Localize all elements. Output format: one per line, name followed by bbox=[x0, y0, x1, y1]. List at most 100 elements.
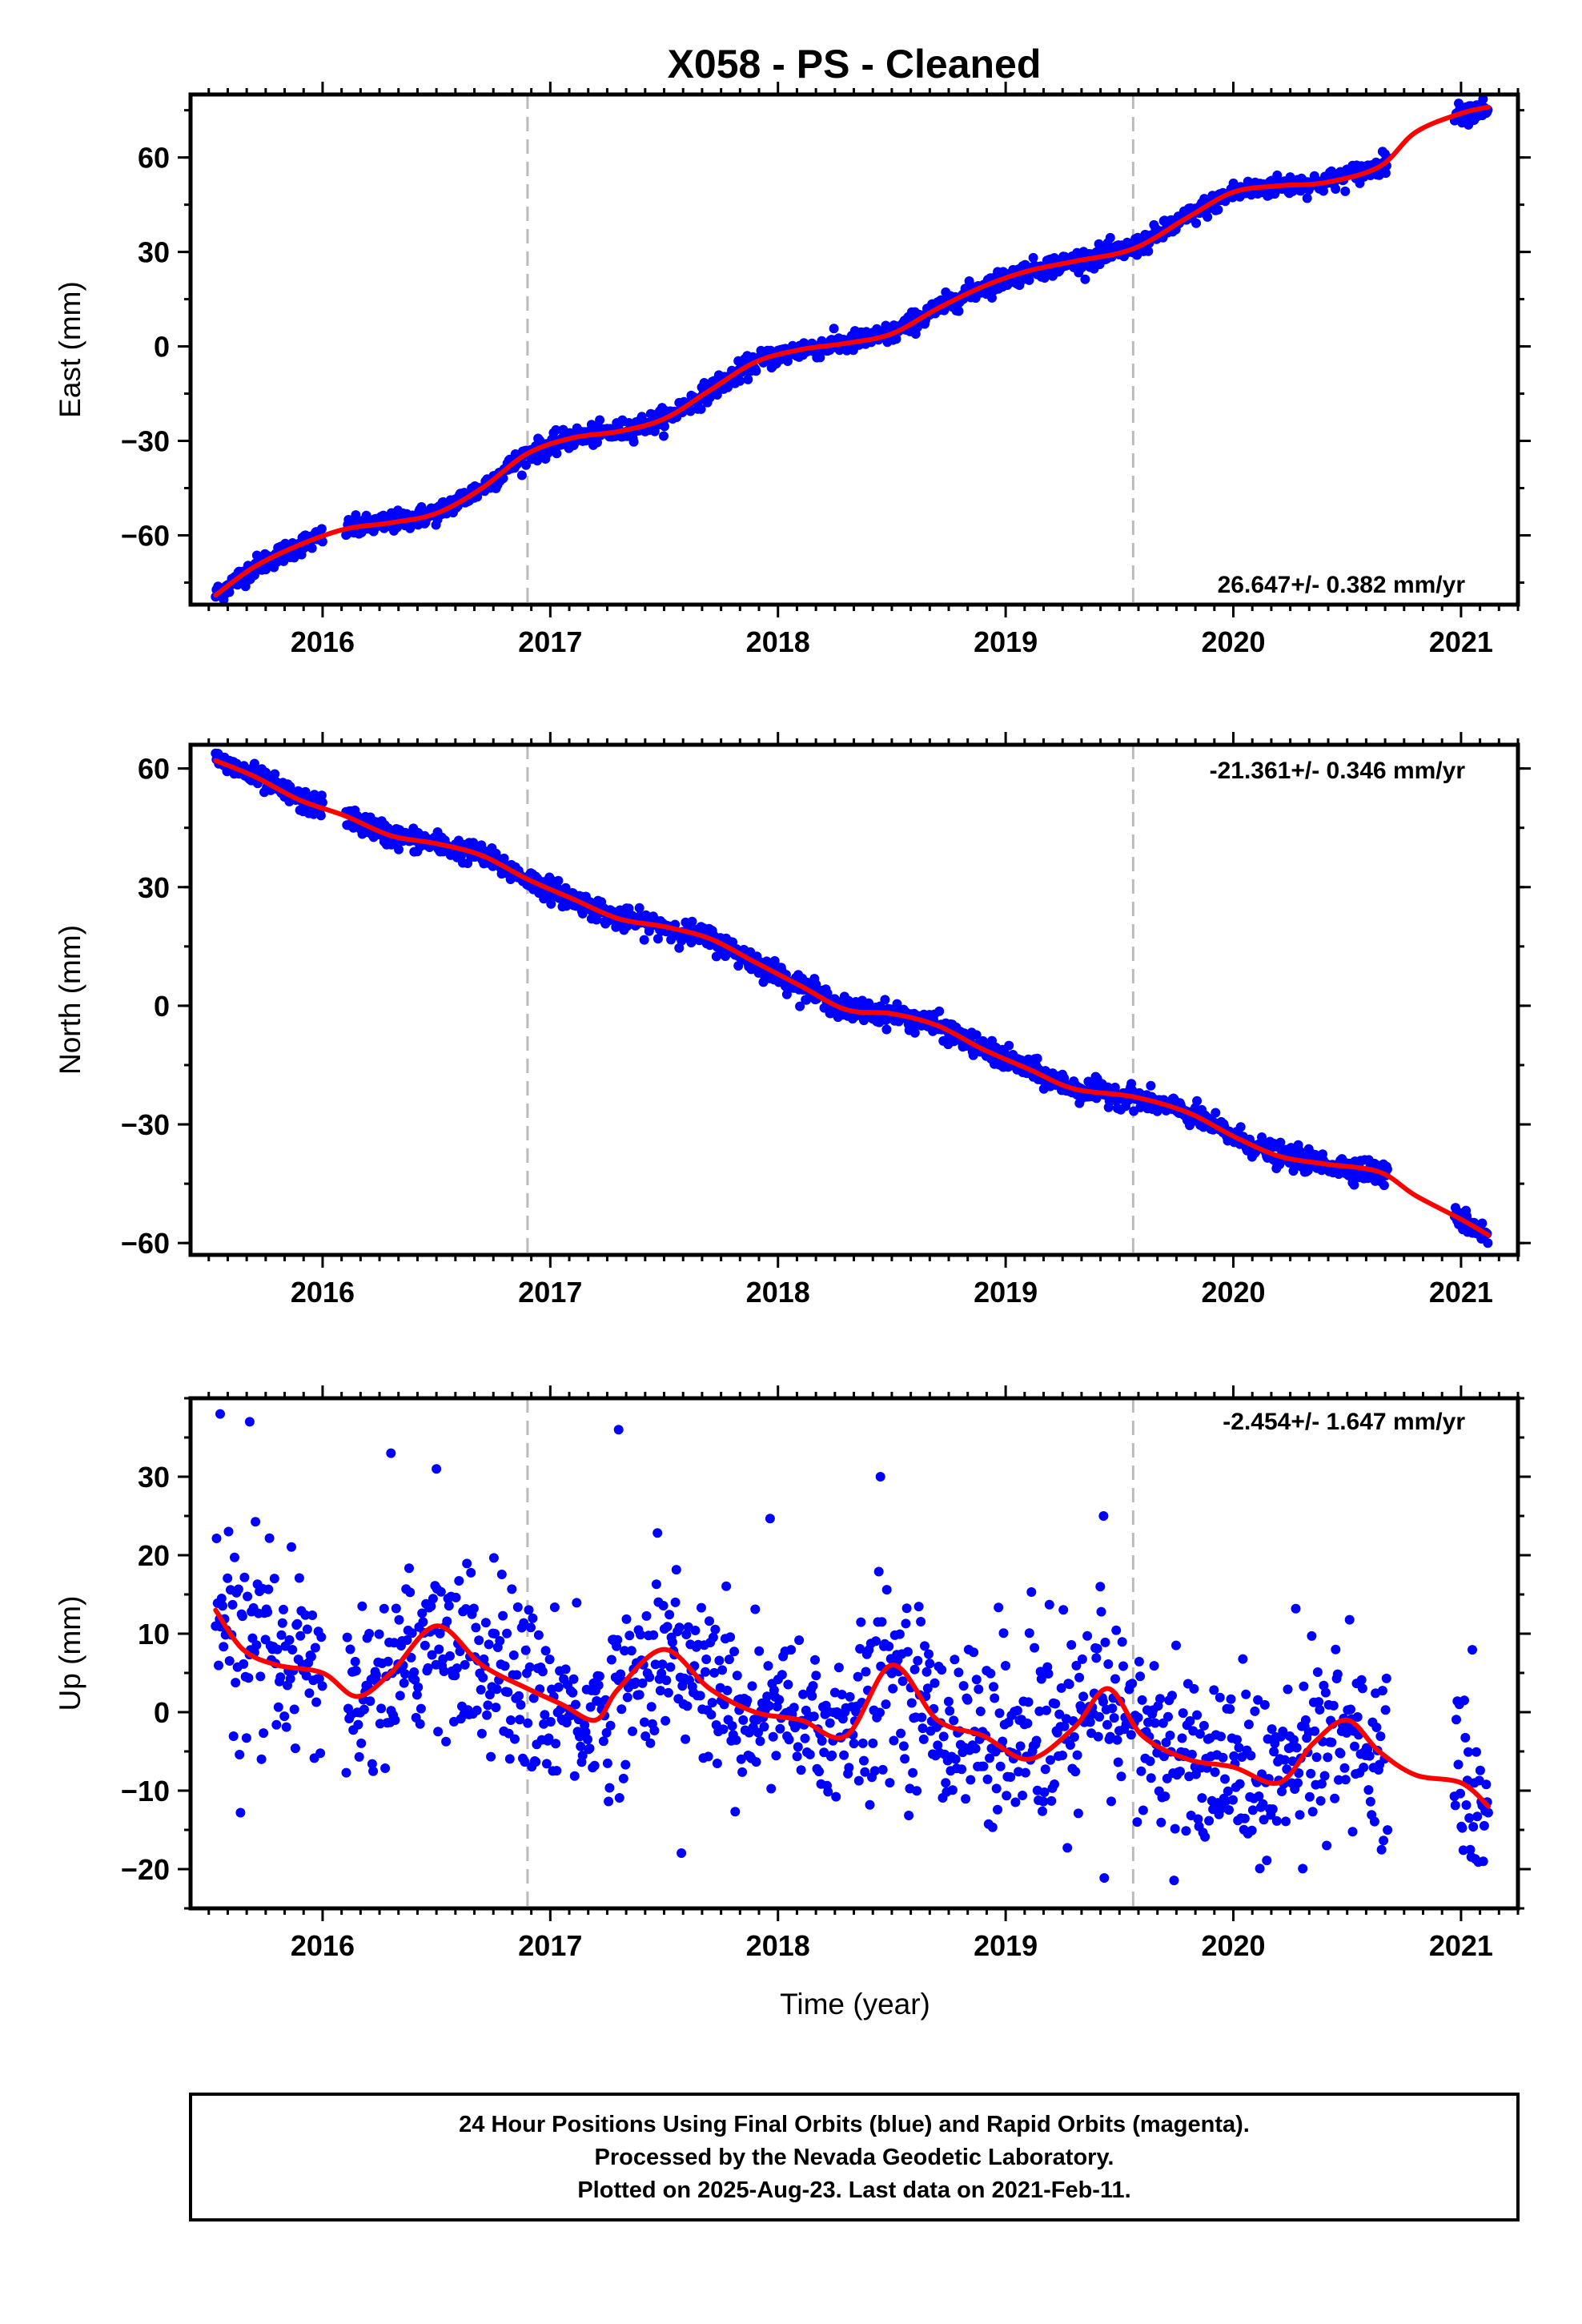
up-data-point bbox=[877, 1617, 887, 1627]
north-data-point bbox=[1032, 1053, 1042, 1063]
up-data-point bbox=[271, 1719, 282, 1730]
up-data-point bbox=[1146, 1773, 1156, 1783]
up-x-tick-label: 2020 bbox=[1201, 1929, 1265, 1962]
north-data-point bbox=[687, 916, 697, 927]
up-data-point bbox=[670, 1597, 681, 1607]
up-data-point bbox=[374, 1629, 384, 1639]
up-data-point bbox=[995, 1761, 1006, 1771]
up-data-point bbox=[1241, 1689, 1251, 1699]
up-data-point bbox=[998, 1628, 1009, 1638]
up-data-point bbox=[1357, 1683, 1367, 1694]
up-data-point bbox=[941, 1778, 951, 1788]
up-data-point bbox=[1381, 1673, 1391, 1683]
up-data-point bbox=[616, 1704, 627, 1715]
east-x-tick-label: 2019 bbox=[974, 625, 1038, 658]
up-data-point bbox=[1267, 1724, 1277, 1735]
up-data-point bbox=[528, 1613, 538, 1623]
up-data-point bbox=[510, 1734, 520, 1744]
up-data-point bbox=[1314, 1697, 1324, 1707]
east-x-tick-label: 2021 bbox=[1429, 625, 1493, 658]
up-data-point bbox=[1046, 1795, 1057, 1806]
up-data-point bbox=[427, 1650, 437, 1660]
up-data-point bbox=[1077, 1654, 1087, 1664]
east-x-tick-label: 2020 bbox=[1201, 625, 1265, 658]
up-data-point bbox=[354, 1751, 364, 1762]
up-data-point bbox=[766, 1783, 777, 1794]
up-data-point bbox=[228, 1731, 239, 1741]
up-data-point bbox=[1135, 1671, 1146, 1682]
up-data-point bbox=[383, 1656, 393, 1667]
up-data-point bbox=[794, 1635, 805, 1646]
north-data-point bbox=[639, 935, 649, 945]
up-data-point bbox=[243, 1591, 253, 1602]
up-data-point bbox=[541, 1759, 552, 1769]
up-data-point bbox=[958, 1681, 969, 1691]
up-data-point bbox=[1035, 1667, 1046, 1677]
up-data-point bbox=[1474, 1775, 1484, 1786]
up-data-point bbox=[531, 1757, 541, 1767]
up-data-point bbox=[317, 1681, 327, 1691]
up-data-point bbox=[1133, 1712, 1143, 1723]
north-data-point bbox=[1382, 1164, 1392, 1174]
east-data-point bbox=[307, 543, 317, 553]
up-data-point bbox=[589, 1760, 600, 1771]
up-data-point bbox=[1359, 1763, 1369, 1772]
up-data-point bbox=[1134, 1656, 1144, 1667]
up-data-point bbox=[272, 1644, 283, 1655]
up-data-point bbox=[1323, 1752, 1333, 1763]
up-data-point bbox=[690, 1626, 701, 1635]
up-data-point bbox=[762, 1691, 773, 1702]
up-data-point bbox=[913, 1602, 924, 1612]
east-x-tick-label: 2018 bbox=[746, 625, 810, 658]
up-data-point bbox=[491, 1703, 501, 1713]
up-data-point bbox=[551, 1739, 561, 1749]
up-data-point bbox=[287, 1645, 298, 1655]
up-data-point bbox=[1458, 1845, 1468, 1856]
up-data-point bbox=[351, 1666, 361, 1676]
up-data-point bbox=[1193, 1814, 1203, 1824]
north-data-point bbox=[909, 1027, 920, 1038]
up-data-point bbox=[1267, 1804, 1278, 1815]
up-data-point bbox=[281, 1722, 291, 1732]
up-data-point bbox=[869, 1766, 880, 1776]
up-data-point bbox=[1210, 1767, 1220, 1777]
up-data-point bbox=[1282, 1764, 1292, 1775]
up-data-point bbox=[1103, 1659, 1114, 1669]
up-data-point bbox=[264, 1533, 275, 1543]
up-data-point bbox=[873, 1566, 884, 1577]
up-data-point bbox=[729, 1647, 740, 1657]
north-data-point bbox=[822, 988, 833, 999]
up-data-point bbox=[717, 1665, 728, 1675]
footer-line-1: 24 Hour Positions Using Final Orbits (bl… bbox=[459, 2112, 1250, 2137]
up-data-point bbox=[307, 1610, 318, 1620]
up-data-point bbox=[402, 1635, 412, 1645]
up-data-point bbox=[230, 1552, 239, 1562]
up-data-point bbox=[540, 1710, 550, 1720]
up-data-point bbox=[259, 1728, 269, 1739]
up-data-point bbox=[737, 1767, 748, 1777]
up-data-point bbox=[845, 1691, 855, 1702]
up-data-point bbox=[605, 1720, 616, 1731]
north-data-point bbox=[652, 934, 663, 944]
up-data-point bbox=[224, 1656, 235, 1666]
up-data-point bbox=[925, 1659, 935, 1669]
up-y-tick-label: 0 bbox=[154, 1696, 170, 1729]
up-data-point bbox=[674, 1622, 685, 1633]
east-data-point bbox=[829, 324, 839, 334]
up-data-point bbox=[1369, 1816, 1379, 1827]
north-data-point bbox=[315, 810, 326, 821]
up-data-point bbox=[1307, 1807, 1318, 1817]
east-x-tick-label: 2017 bbox=[518, 625, 582, 658]
up-data-point bbox=[796, 1765, 806, 1775]
up-data-point bbox=[552, 1766, 562, 1776]
up-x-tick-label: 2019 bbox=[974, 1929, 1038, 1962]
up-data-point bbox=[1371, 1723, 1382, 1732]
up-data-point bbox=[502, 1628, 512, 1638]
up-outlier-point bbox=[875, 1472, 885, 1482]
up-data-point bbox=[853, 1775, 864, 1786]
up-data-point bbox=[516, 1699, 526, 1710]
up-data-point bbox=[630, 1677, 640, 1687]
east-data-point bbox=[723, 382, 733, 392]
up-data-point bbox=[1094, 1711, 1105, 1722]
footer-box: 24 Hour Positions Using Final Orbits (bl… bbox=[189, 2093, 1520, 2221]
